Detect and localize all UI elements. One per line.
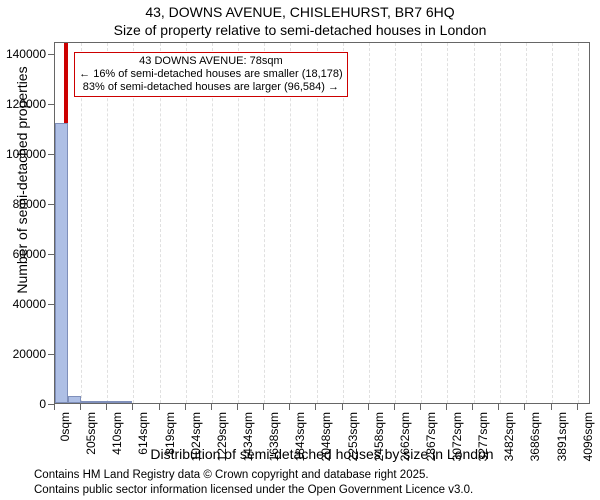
x-tick-mark [368, 404, 369, 410]
x-tick-mark [551, 404, 552, 410]
property-size-chart: 43, DOWNS AVENUE, CHISLEHURST, BR7 6HQ S… [0, 0, 600, 500]
annotation-line: 43 DOWNS AVENUE: 78sqm [79, 55, 343, 68]
histogram-bar [81, 401, 94, 403]
footer-line-2: Contains public sector information licen… [34, 483, 473, 498]
gridline [186, 43, 187, 403]
subject-property-band [64, 43, 68, 403]
gridline [133, 43, 134, 403]
x-tick-mark [446, 404, 447, 410]
plot-area: 43 DOWNS AVENUE: 78sqm← 16% of semi-deta… [54, 42, 590, 404]
x-tick-label: 1638sqm [267, 412, 281, 466]
y-tick-label: 60000 [13, 247, 46, 261]
y-tick-label: 20000 [13, 347, 46, 361]
x-tick-mark [211, 404, 212, 410]
gridline [290, 43, 291, 403]
gridline [81, 43, 82, 403]
x-tick-label: 819sqm [163, 412, 177, 466]
x-tick-label: 2458sqm [372, 412, 386, 466]
histogram-bar [106, 401, 119, 403]
gridline [343, 43, 344, 403]
gridline [212, 43, 213, 403]
gridline [160, 43, 161, 403]
x-tick-mark [342, 404, 343, 410]
y-tick-label: 80000 [13, 197, 46, 211]
y-tick-mark [48, 104, 54, 105]
title-line-1: 43, DOWNS AVENUE, CHISLEHURST, BR7 6HQ [0, 4, 600, 22]
y-tick-mark [48, 304, 54, 305]
x-tick-label: 2662sqm [398, 412, 412, 466]
y-tick-mark [48, 154, 54, 155]
x-tick-label: 3482sqm [502, 412, 516, 466]
x-tick-mark [237, 404, 238, 410]
x-tick-mark [315, 404, 316, 410]
gridline [578, 43, 579, 403]
footer-line-1: Contains HM Land Registry data © Crown c… [34, 468, 473, 483]
x-tick-mark [106, 404, 107, 410]
x-tick-label: 3686sqm [528, 412, 542, 466]
gridline [264, 43, 265, 403]
annotation-line: 83% of semi-detached houses are larger (… [79, 81, 343, 94]
gridline [552, 43, 553, 403]
x-tick-label: 205sqm [84, 412, 98, 466]
y-tick-mark [48, 54, 54, 55]
y-tick-label: 120000 [6, 97, 46, 111]
histogram-bar [68, 396, 81, 403]
x-tick-label: 3891sqm [555, 412, 569, 466]
x-tick-label: 3072sqm [450, 412, 464, 466]
x-tick-mark [54, 404, 55, 410]
y-tick-label: 140000 [6, 47, 46, 61]
y-tick-mark [48, 254, 54, 255]
x-tick-mark [524, 404, 525, 410]
x-tick-mark [577, 404, 578, 410]
x-tick-mark [498, 404, 499, 410]
chart-title: 43, DOWNS AVENUE, CHISLEHURST, BR7 6HQ S… [0, 0, 600, 39]
histogram-bar [93, 401, 106, 403]
gridline [317, 43, 318, 403]
x-tick-label: 2253sqm [346, 412, 360, 466]
subject-annotation-box: 43 DOWNS AVENUE: 78sqm← 16% of semi-deta… [74, 52, 348, 98]
x-tick-label: 2048sqm [319, 412, 333, 466]
x-tick-mark [472, 404, 473, 410]
histogram-bar [119, 401, 132, 403]
annotation-line: ← 16% of semi-detached houses are smalle… [79, 68, 343, 81]
histogram-bar [55, 123, 68, 403]
y-tick-mark [48, 354, 54, 355]
gridline [238, 43, 239, 403]
y-tick-label: 100000 [6, 147, 46, 161]
x-tick-label: 1229sqm [215, 412, 229, 466]
x-tick-label: 1843sqm [293, 412, 307, 466]
x-tick-label: 614sqm [136, 412, 150, 466]
chart-footer: Contains HM Land Registry data © Crown c… [34, 468, 473, 498]
x-tick-mark [159, 404, 160, 410]
gridline [395, 43, 396, 403]
gridline [474, 43, 475, 403]
x-tick-mark [289, 404, 290, 410]
x-tick-mark [185, 404, 186, 410]
x-tick-label: 4096sqm [581, 412, 595, 466]
x-tick-label: 3277sqm [476, 412, 490, 466]
y-tick-label: 40000 [13, 297, 46, 311]
x-tick-mark [263, 404, 264, 410]
x-tick-mark [420, 404, 421, 410]
x-tick-label: 1434sqm [241, 412, 255, 466]
y-tick-label: 0 [39, 397, 46, 411]
x-tick-mark [394, 404, 395, 410]
gridline [421, 43, 422, 403]
x-tick-label: 2867sqm [424, 412, 438, 466]
x-tick-label: 1024sqm [189, 412, 203, 466]
title-line-2: Size of property relative to semi-detach… [0, 22, 600, 40]
gridline [500, 43, 501, 403]
gridline [526, 43, 527, 403]
gridline [447, 43, 448, 403]
x-tick-mark [132, 404, 133, 410]
x-tick-label: 410sqm [110, 412, 124, 466]
x-tick-label: 0sqm [58, 412, 72, 466]
x-tick-mark [80, 404, 81, 410]
gridline [107, 43, 108, 403]
gridline [369, 43, 370, 403]
y-tick-mark [48, 204, 54, 205]
